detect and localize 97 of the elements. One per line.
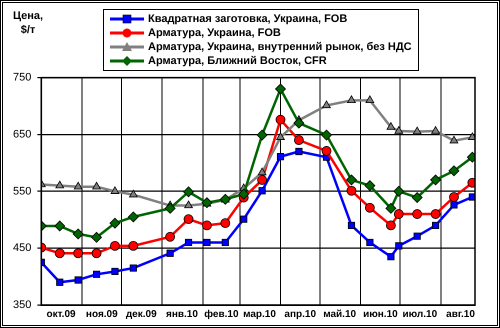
- point: [92, 270, 100, 278]
- legend-label: Арматура, Ближний Восток, CFR: [148, 54, 327, 68]
- point: [54, 220, 66, 232]
- x-tick-label: янв.10: [166, 308, 198, 320]
- point: [164, 202, 176, 214]
- x-tick-label: мар.10: [243, 308, 276, 320]
- point: [412, 209, 422, 219]
- point: [91, 232, 102, 243]
- point: [110, 186, 120, 194]
- point: [295, 148, 302, 156]
- point: [128, 211, 139, 222]
- point: [72, 228, 84, 240]
- point: [348, 222, 356, 229]
- point: [412, 126, 422, 134]
- point: [430, 174, 441, 186]
- point: [54, 248, 65, 258]
- x-tick-label: апр.10: [284, 308, 316, 320]
- x-tick-label: ноя.09: [86, 308, 118, 320]
- point: [110, 218, 120, 229]
- point: [321, 130, 332, 140]
- point: [130, 264, 137, 272]
- point: [276, 114, 286, 125]
- point: [110, 240, 120, 251]
- point: [276, 132, 285, 140]
- point: [92, 182, 101, 190]
- point: [432, 222, 440, 229]
- point: [450, 201, 458, 209]
- point: [414, 232, 421, 240]
- point: [128, 240, 138, 251]
- point: [364, 180, 376, 192]
- point: [448, 165, 460, 176]
- point: [92, 248, 102, 258]
- point: [73, 248, 84, 258]
- point: [450, 136, 458, 144]
- point: [240, 216, 248, 223]
- x-tick-label: окт.09: [46, 308, 76, 320]
- point: [449, 192, 459, 202]
- point: [258, 187, 266, 194]
- point: [412, 192, 423, 203]
- point: [366, 238, 374, 246]
- point: [394, 209, 404, 219]
- point: [393, 186, 404, 197]
- point: [166, 250, 174, 257]
- point: [430, 209, 440, 219]
- point: [74, 182, 82, 190]
- point: [386, 202, 396, 214]
- point: [56, 278, 64, 286]
- point: [346, 186, 356, 196]
- x-tick-label: май.10: [323, 308, 357, 320]
- point: [346, 174, 357, 186]
- point: [386, 122, 396, 130]
- point: [395, 242, 402, 250]
- point: [203, 238, 211, 246]
- point: [202, 220, 212, 230]
- point: [74, 276, 82, 284]
- point: [322, 146, 332, 156]
- point: [238, 188, 250, 200]
- legend-label: Арматура, Украина, внутренний рынок, без НДС: [148, 40, 412, 54]
- y-axis-title: Цена, $/т: [12, 9, 44, 37]
- point: [111, 268, 119, 276]
- point: [184, 214, 194, 224]
- point: [431, 126, 440, 134]
- point: [364, 202, 375, 213]
- point: [183, 186, 194, 198]
- y-tick-label: 550: [12, 185, 32, 198]
- point: [258, 168, 266, 176]
- point: [276, 153, 284, 160]
- y-tick-label: 350: [12, 299, 32, 312]
- x-tick-label: фев.10: [204, 308, 239, 320]
- x-tick-label: дек.09: [126, 308, 158, 320]
- point: [184, 238, 192, 246]
- point: [222, 238, 229, 246]
- point: [129, 190, 138, 198]
- y-tick-label: 650: [12, 128, 32, 140]
- point: [257, 175, 268, 185]
- point: [55, 180, 64, 188]
- point: [275, 84, 286, 94]
- point: [386, 220, 396, 230]
- legend-label: Арматура, Украина, FOB: [148, 26, 281, 40]
- point: [387, 253, 394, 260]
- point: [256, 130, 268, 140]
- y-tick-label: 750: [12, 72, 32, 84]
- point: [220, 194, 231, 205]
- point: [184, 200, 193, 208]
- point: [294, 135, 304, 146]
- point: [322, 100, 331, 108]
- x-tick-label: июн.10: [363, 308, 398, 320]
- point: [366, 95, 374, 103]
- point: [394, 126, 404, 134]
- point: [165, 232, 176, 242]
- point: [220, 218, 230, 228]
- x-tick-label: авг.10: [446, 308, 476, 320]
- legend-label: Квадратная заготовка, Украина, FOB: [148, 12, 348, 26]
- point: [294, 118, 304, 128]
- y-tick-label: 450: [12, 242, 32, 254]
- point: [347, 95, 356, 103]
- x-tick-label: июл.10: [402, 308, 438, 320]
